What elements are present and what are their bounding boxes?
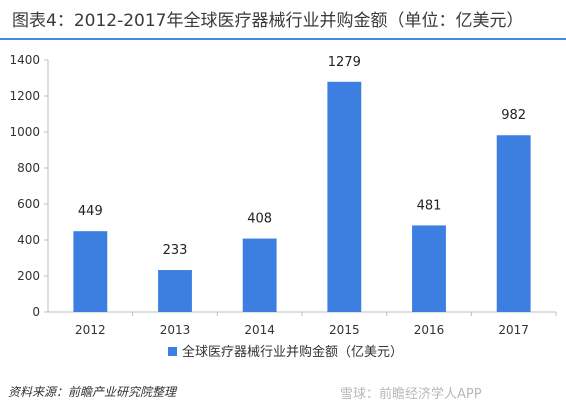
x-tick-label-2017: 2017 — [498, 323, 529, 337]
y-tick-label: 600 — [17, 197, 40, 211]
data-labels: 449 233 408 1279 481 982 — [78, 55, 526, 258]
y-tick-label: 1000 — [9, 125, 40, 139]
bar-2015 — [327, 81, 362, 312]
bar-2012 — [73, 231, 108, 312]
bar-2013 — [158, 270, 192, 312]
bars — [73, 81, 531, 312]
data-label-2016: 481 — [417, 198, 442, 213]
y-tick-label: 800 — [17, 161, 40, 175]
x-tick-label-2012: 2012 — [75, 323, 106, 337]
x-tick-label-2013: 2013 — [160, 323, 191, 337]
y-tick-label: 0 — [32, 305, 40, 319]
data-label-2013: 233 — [163, 243, 188, 258]
data-label-2014: 408 — [247, 212, 272, 227]
data-label-2012: 449 — [78, 204, 103, 219]
legend-label: 全球医疗器械行业并购金额（亿美元） — [182, 344, 403, 360]
data-label-2015: 1279 — [328, 55, 361, 70]
y-tick-label: 400 — [17, 233, 40, 247]
source-note: 资料来源：前瞻产业研究院整理 — [8, 385, 177, 399]
bar-2016 — [412, 225, 446, 312]
legend: 全球医疗器械行业并购金额（亿美元） — [168, 344, 403, 360]
y-tick-label: 1400 — [9, 53, 40, 67]
x-tick-label-2015: 2015 — [329, 323, 360, 337]
x-tick-label-2016: 2016 — [414, 323, 445, 337]
title-divider — [0, 38, 566, 40]
axes: 0 200 400 600 800 1000 1200 1400 2012 2013 2014 201… — [9, 53, 557, 337]
chart-title: 图表4：2012-2017年全球医疗器械行业并购金额（单位：亿美元） — [12, 11, 524, 31]
legend-swatch — [168, 347, 177, 356]
y-tick-label: 200 — [17, 269, 40, 283]
y-tick-label: 1200 — [9, 89, 40, 103]
bar-2014 — [242, 238, 277, 312]
bar-2017 — [496, 135, 531, 312]
footer-watermark: 雪球：前瞻经济学人APP — [340, 387, 482, 402]
data-label-2017: 982 — [501, 108, 526, 123]
x-tick-label-2014: 2014 — [244, 323, 275, 337]
